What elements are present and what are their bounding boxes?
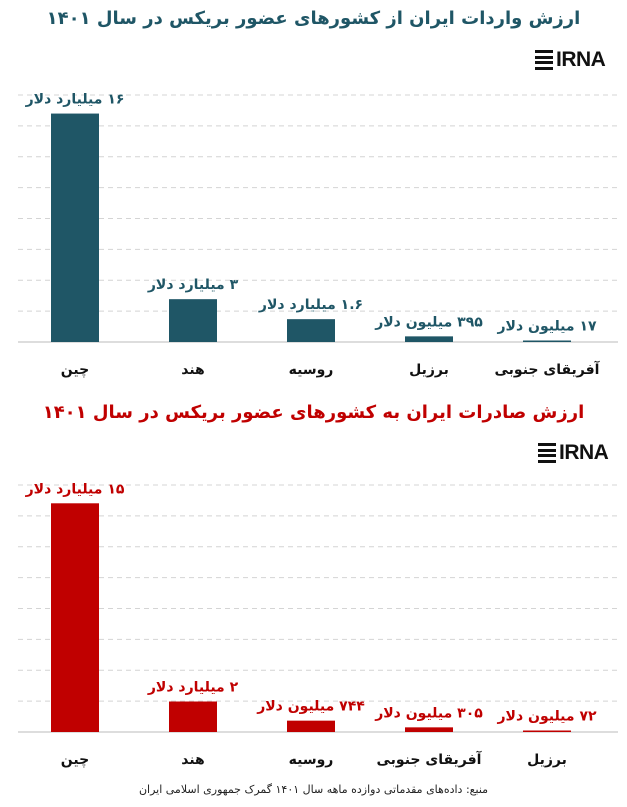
bar: [523, 340, 571, 342]
irna-logo: IRNA: [535, 48, 606, 72]
category-label: آفریقای جنوبی: [377, 750, 483, 768]
irna-logo: IRNA: [538, 441, 609, 465]
category-label: هند: [181, 752, 205, 768]
exports-chart-title: ارزش صادرات ایران به کشورهای عضور بریکس …: [42, 402, 585, 423]
bar: [169, 299, 217, 342]
category-label: آفریقای جنوبی: [495, 360, 601, 378]
imports-chart-title: ارزش واردات ایران از کشورهای عضور بریکس …: [46, 8, 581, 29]
bar-value-label: ۲ میلیارد دلار: [147, 680, 239, 696]
bar: [51, 113, 99, 342]
bar: [287, 319, 335, 342]
category-label: هند: [181, 362, 205, 378]
bar: [405, 336, 453, 342]
bar: [287, 720, 335, 732]
bar-value-label: ۷۲ میلیون دلار: [496, 709, 597, 725]
bar-value-label: ۱۷ میلیون دلار: [496, 319, 597, 335]
bar-value-label: ۳ میلیارد دلار: [147, 277, 239, 293]
category-label: چین: [61, 752, 89, 768]
irna-logo-mark: [538, 443, 556, 463]
bar-value-label: ۳۰۵ میلیون دلار: [374, 705, 483, 721]
bar-value-label: ۷۴۴ میلیون دلار: [256, 699, 365, 715]
category-label: روسیه: [289, 752, 334, 768]
exports-bar-chart: ۱۵ میلیارد دلار چین ۲ میلیارد دلار هند ۷۴۴ م…: [18, 481, 618, 768]
irna-logo-mark: [535, 50, 553, 70]
bar: [523, 730, 571, 732]
irna-logo-text: IRNA: [559, 441, 609, 464]
bar-value-label: ۱۶ میلیارد دلار: [25, 92, 125, 108]
category-label: چین: [61, 362, 89, 378]
bar-value-label: ۳۹۵ میلیون دلار: [374, 314, 483, 330]
source-note: منبع: داده‌های مقدماتی دوازده ماهه سال ۱…: [138, 783, 489, 796]
imports-bar-chart: ۱۶ میلیارد دلار چین ۳ میلیارد دلار هند ۱.۶ م…: [18, 92, 618, 378]
bar-value-label: ۱۵ میلیارد دلار: [25, 481, 125, 497]
bar-value-label: ۱.۶ میلیارد دلار: [258, 297, 363, 313]
category-label: روسیه: [289, 362, 334, 378]
bar: [169, 701, 217, 732]
bar: [51, 503, 99, 732]
bar: [405, 727, 453, 732]
category-label: برزیل: [409, 362, 449, 378]
irna-logo-text: IRNA: [556, 48, 606, 71]
category-label: برزیل: [527, 752, 567, 768]
